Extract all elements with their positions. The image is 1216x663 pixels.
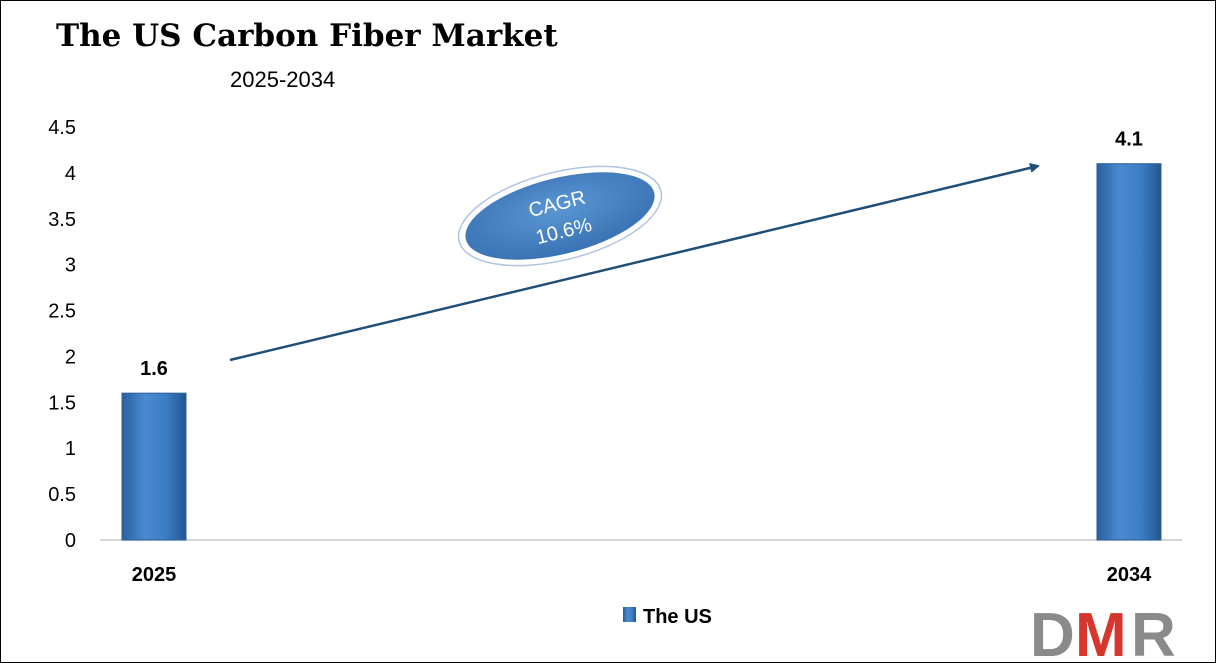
cagr-badge: CAGR 10.6% bbox=[457, 165, 663, 267]
legend-swatch bbox=[623, 607, 636, 622]
y-tick-label: 2 bbox=[65, 346, 76, 368]
cagr-arrow bbox=[229, 163, 1040, 362]
bars bbox=[121, 163, 1162, 541]
y-tick-label: 3.5 bbox=[48, 209, 76, 231]
data-labels: 1.6 4.1 bbox=[140, 129, 1143, 380]
data-label-2025: 1.6 bbox=[140, 358, 168, 380]
legend-label: The US bbox=[643, 606, 712, 628]
y-tick-label: 0.5 bbox=[48, 484, 76, 506]
y-tick-label: 1 bbox=[65, 438, 76, 460]
y-axis-ticks: 0 0.5 1 1.5 2 2.5 3 3.5 4 4.5 bbox=[48, 117, 76, 552]
x-axis-labels: 2025 2034 bbox=[132, 564, 1152, 586]
x-tick-label-2034: 2034 bbox=[1107, 564, 1152, 586]
bar-2025 bbox=[121, 392, 187, 541]
chart-title: The US Carbon Fiber Market bbox=[56, 18, 558, 54]
data-label-2034: 4.1 bbox=[1115, 129, 1143, 151]
chart-subtitle: 2025-2034 bbox=[230, 67, 336, 92]
bar-2034 bbox=[1096, 163, 1162, 541]
y-tick-label: 4.5 bbox=[48, 117, 76, 139]
y-tick-label: 1.5 bbox=[48, 392, 76, 414]
dmr-logo: D M R bbox=[1030, 601, 1176, 663]
y-tick-label: 3 bbox=[65, 255, 76, 277]
y-tick-label: 0 bbox=[65, 530, 76, 552]
logo-letter-d: D bbox=[1030, 601, 1075, 663]
y-tick-label: 2.5 bbox=[48, 301, 76, 323]
x-tick-label-2025: 2025 bbox=[132, 564, 177, 586]
legend: The US bbox=[623, 606, 712, 628]
logo-letter-m: M bbox=[1075, 601, 1127, 663]
y-tick-label: 4 bbox=[65, 163, 76, 185]
logo-letter-r: R bbox=[1131, 601, 1176, 663]
